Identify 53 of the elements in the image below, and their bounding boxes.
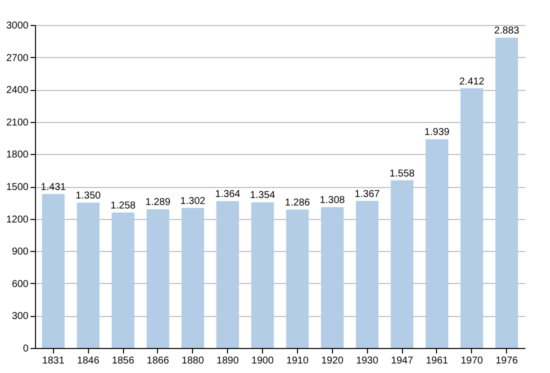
bar [76, 202, 100, 348]
x-tick-label: 1947 [390, 356, 414, 366]
x-tick-label: 1976 [496, 356, 518, 366]
data-label: 1.302 [180, 196, 206, 207]
y-tick-label: 1800 [6, 150, 29, 161]
bar [216, 201, 240, 348]
bar [356, 200, 379, 348]
bar [426, 139, 448, 348]
data-label: 2.883 [494, 26, 520, 37]
x-tick-label: 1856 [112, 356, 135, 366]
data-label: 1.354 [250, 190, 276, 202]
bar [42, 194, 65, 348]
x-tick-label: 1910 [286, 356, 309, 366]
y-tick-label: 600 [12, 278, 29, 290]
x-tick-label: 1970 [460, 356, 484, 366]
bar [495, 38, 518, 348]
bar [320, 207, 344, 348]
y-tick-label: 300 [12, 311, 29, 322]
x-tick-label: 1890 [216, 356, 240, 366]
y-tick-label: 2100 [6, 117, 29, 128]
x-tick-label: 1961 [426, 356, 448, 366]
x-tick-label: 1920 [321, 356, 344, 366]
data-label: 1.286 [284, 198, 310, 209]
y-tick-label: 2700 [6, 52, 29, 64]
data-label: 1.364 [215, 189, 241, 200]
data-label: 1.289 [145, 197, 171, 208]
x-tick-label: 1880 [182, 356, 204, 366]
y-tick-label: 1200 [6, 214, 29, 226]
x-tick-label: 1846 [77, 356, 100, 366]
data-label: 1.558 [390, 168, 416, 180]
bar [460, 88, 484, 348]
y-tick-label: 2400 [6, 85, 29, 96]
bar [251, 202, 274, 348]
x-tick-label: 1866 [146, 356, 170, 366]
bar [146, 209, 170, 348]
data-label: 2.412 [459, 76, 485, 88]
x-tick-label: 1930 [356, 356, 379, 366]
y-tick-label: 0 [22, 344, 29, 354]
bar [181, 208, 204, 348]
data-label: 1.350 [76, 190, 102, 202]
y-tick-label: 3000 [6, 20, 29, 32]
bar [390, 180, 414, 348]
x-tick-label: 1831 [42, 356, 65, 366]
data-label: 1.258 [110, 200, 136, 212]
y-tick-label: 1500 [6, 182, 29, 193]
bar [286, 210, 309, 348]
data-label: 1.308 [320, 195, 346, 206]
data-label: 1.939 [424, 127, 450, 138]
data-label: 1.431 [40, 182, 66, 193]
x-tick-label: 1900 [251, 356, 274, 366]
y-tick-label: 900 [12, 246, 29, 258]
data-label: 1.367 [354, 188, 380, 200]
bar [112, 212, 134, 348]
